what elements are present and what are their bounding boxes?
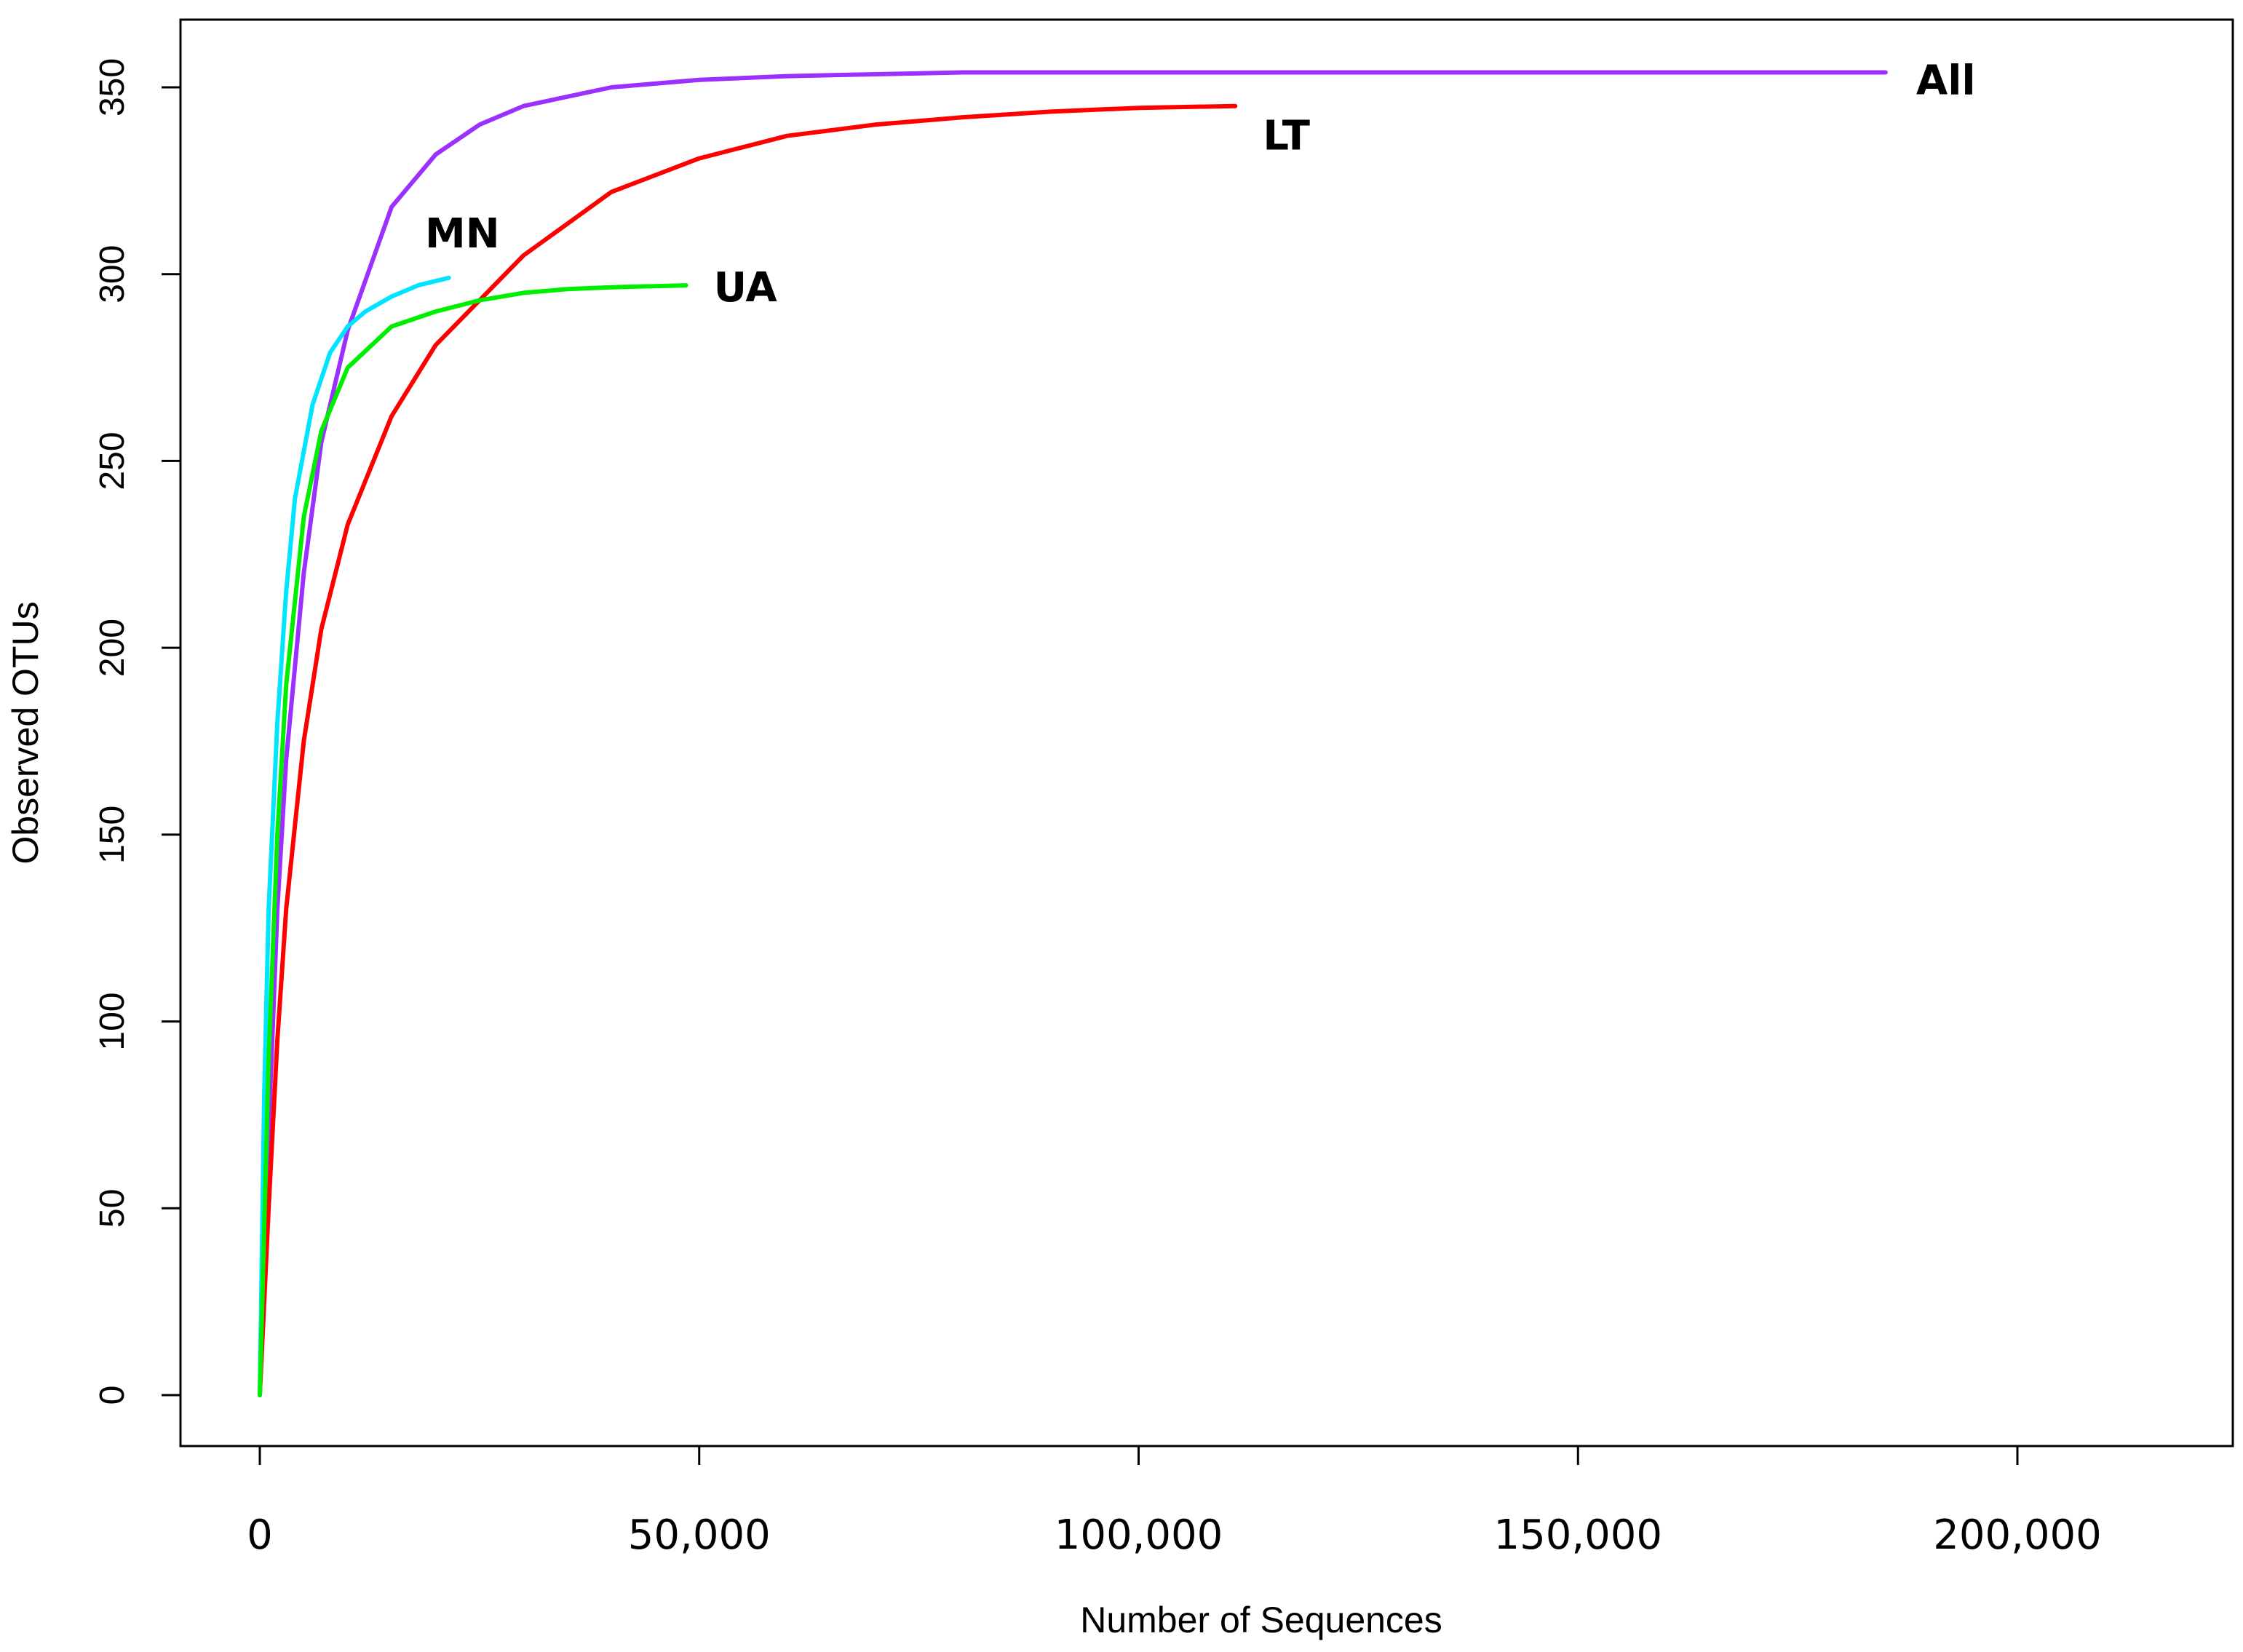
x-tick-label: 50,000	[628, 1512, 771, 1559]
x-tick-label: 0	[247, 1512, 273, 1559]
series-label-all: All	[1916, 57, 1976, 104]
y-tick-label: 200	[93, 619, 132, 677]
y-tick-label: 350	[93, 58, 132, 116]
series-line-mn	[258, 275, 451, 1397]
series-lines	[258, 70, 1888, 1397]
y-axis: 0 50 100 150 200 250 300 350	[93, 58, 182, 1405]
series-labels: All LT MN UA	[425, 57, 1976, 311]
x-tick-label: 150,000	[1493, 1512, 1662, 1559]
x-tick-label: 100,000	[1055, 1512, 1223, 1559]
y-tick-label: 50	[93, 1189, 132, 1228]
series-label-mn: MN	[425, 210, 500, 258]
y-axis-label: Observed OTUs	[5, 601, 46, 864]
series-line-all	[258, 70, 1888, 1397]
x-axis: 0 50,000 100,000 150,000 200,000	[247, 1445, 2102, 1559]
series-line-ua	[258, 283, 688, 1397]
y-tick-label: 300	[93, 245, 132, 303]
series-label-lt: LT	[1263, 113, 1310, 160]
y-tick-label: 150	[93, 806, 132, 864]
y-tick-label: 100	[93, 993, 132, 1051]
series-label-ua: UA	[714, 264, 778, 311]
y-tick-label: 0	[93, 1386, 132, 1405]
y-tick-label: 250	[93, 432, 132, 490]
x-tick-label: 200,000	[1933, 1512, 2102, 1559]
x-axis-label: Number of Sequences	[1080, 1600, 1442, 1640]
